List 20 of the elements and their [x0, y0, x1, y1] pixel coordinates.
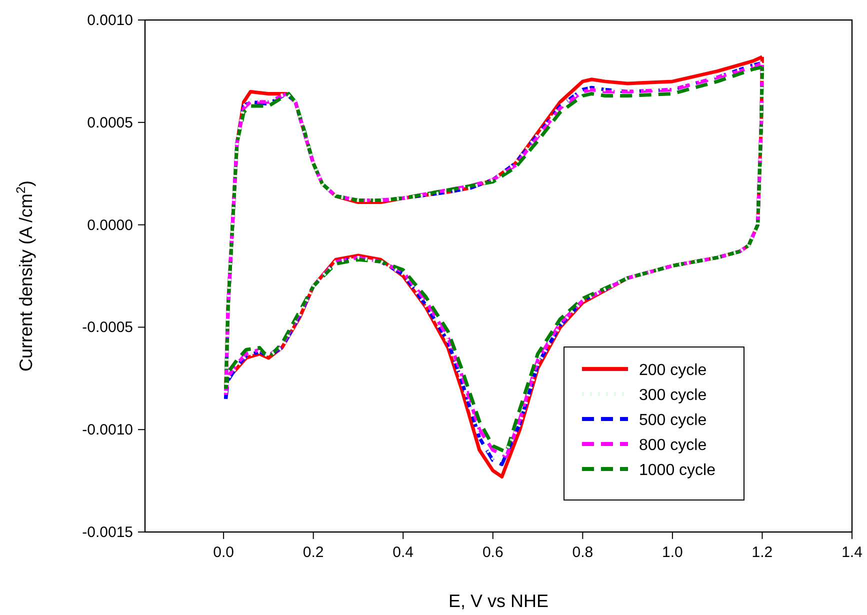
legend-label: 800 cycle: [639, 437, 707, 454]
legend-label: 200 cycle: [639, 362, 707, 379]
y-tick-label: -0.0010: [82, 422, 133, 439]
x-tick-label: 1.4: [842, 544, 862, 561]
y-tick-label: -0.0015: [82, 524, 133, 541]
x-tick-label: 0.6: [482, 544, 504, 561]
y-tick-label: -0.0005: [82, 319, 133, 336]
legend-label: 1000 cycle: [639, 462, 716, 479]
y-tick-label: 0.0000: [87, 216, 133, 234]
x-tick-label: 0.0: [213, 544, 234, 561]
legend-label: 500 cycle: [639, 412, 707, 429]
x-tick-label: 0.2: [302, 544, 324, 561]
x-tick-label: 0.8: [572, 544, 594, 561]
x-tick-label: 1.0: [662, 544, 683, 561]
y-tick-label: 0.0010: [87, 12, 133, 29]
x-tick-label: 0.4: [392, 544, 414, 561]
x-axis-title: E, V vs NHE: [448, 591, 549, 611]
y-tick-label: 0.0005: [87, 114, 133, 132]
x-tick-label: 1.2: [752, 544, 773, 561]
legend-label: 300 cycle: [639, 387, 707, 404]
